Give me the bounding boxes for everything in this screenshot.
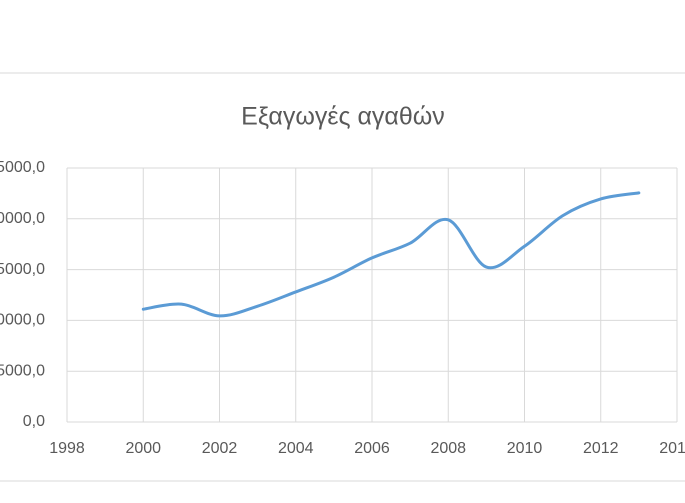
x-tick-label: 2008	[430, 440, 466, 457]
y-tick-label: 10000,0	[0, 312, 45, 329]
chart-title: Εξαγωγές αγαθών	[241, 103, 445, 131]
x-tick-label: 2004	[278, 440, 314, 457]
y-tick-label: 5000,0	[0, 362, 45, 379]
y-tick-label: 20000,0	[0, 210, 45, 227]
x-tick-label: 2002	[202, 440, 238, 457]
x-tick-label: 1998	[49, 440, 85, 457]
data-line	[141, 191, 641, 318]
x-tick-label: 2000	[125, 440, 161, 457]
x-tick-label: 2012	[583, 440, 619, 457]
x-tick-label: 2014	[659, 440, 685, 457]
x-tick-label: 2010	[507, 440, 543, 457]
y-tick-label: 15000,0	[0, 261, 45, 278]
y-tick-label: 25000,0	[0, 159, 45, 176]
y-tick-label: 0,0	[23, 413, 45, 430]
x-tick-label: 2006	[354, 440, 390, 457]
